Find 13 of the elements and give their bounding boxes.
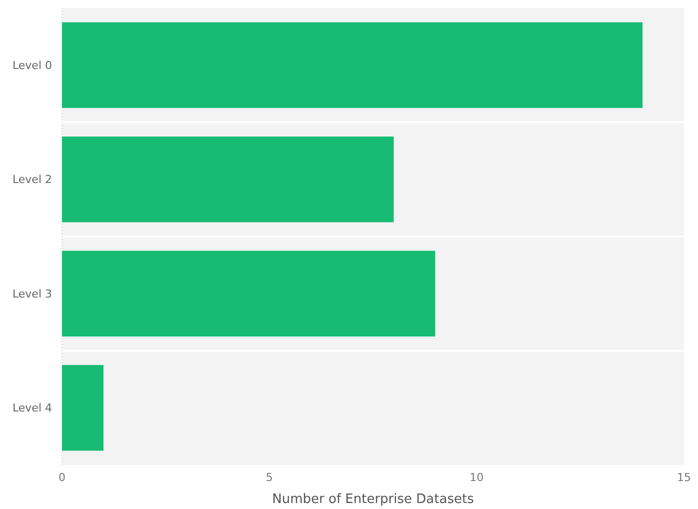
y-tick-label: Level 0 xyxy=(12,58,52,72)
x-tick-label: 10 xyxy=(470,471,484,484)
bar xyxy=(62,365,104,451)
y-tick-label: Level 3 xyxy=(12,287,52,300)
bar xyxy=(62,22,643,108)
x-tick-label: 5 xyxy=(266,471,273,484)
y-tick-label: Level 2 xyxy=(12,173,52,186)
x-axis-title: Number of Enterprise Datasets xyxy=(272,492,474,507)
y-tick-label: Level 4 xyxy=(12,402,52,415)
bar xyxy=(62,136,394,222)
bar xyxy=(62,250,436,336)
x-tick-label: 15 xyxy=(677,471,691,484)
x-tick-label: 0 xyxy=(58,471,66,484)
